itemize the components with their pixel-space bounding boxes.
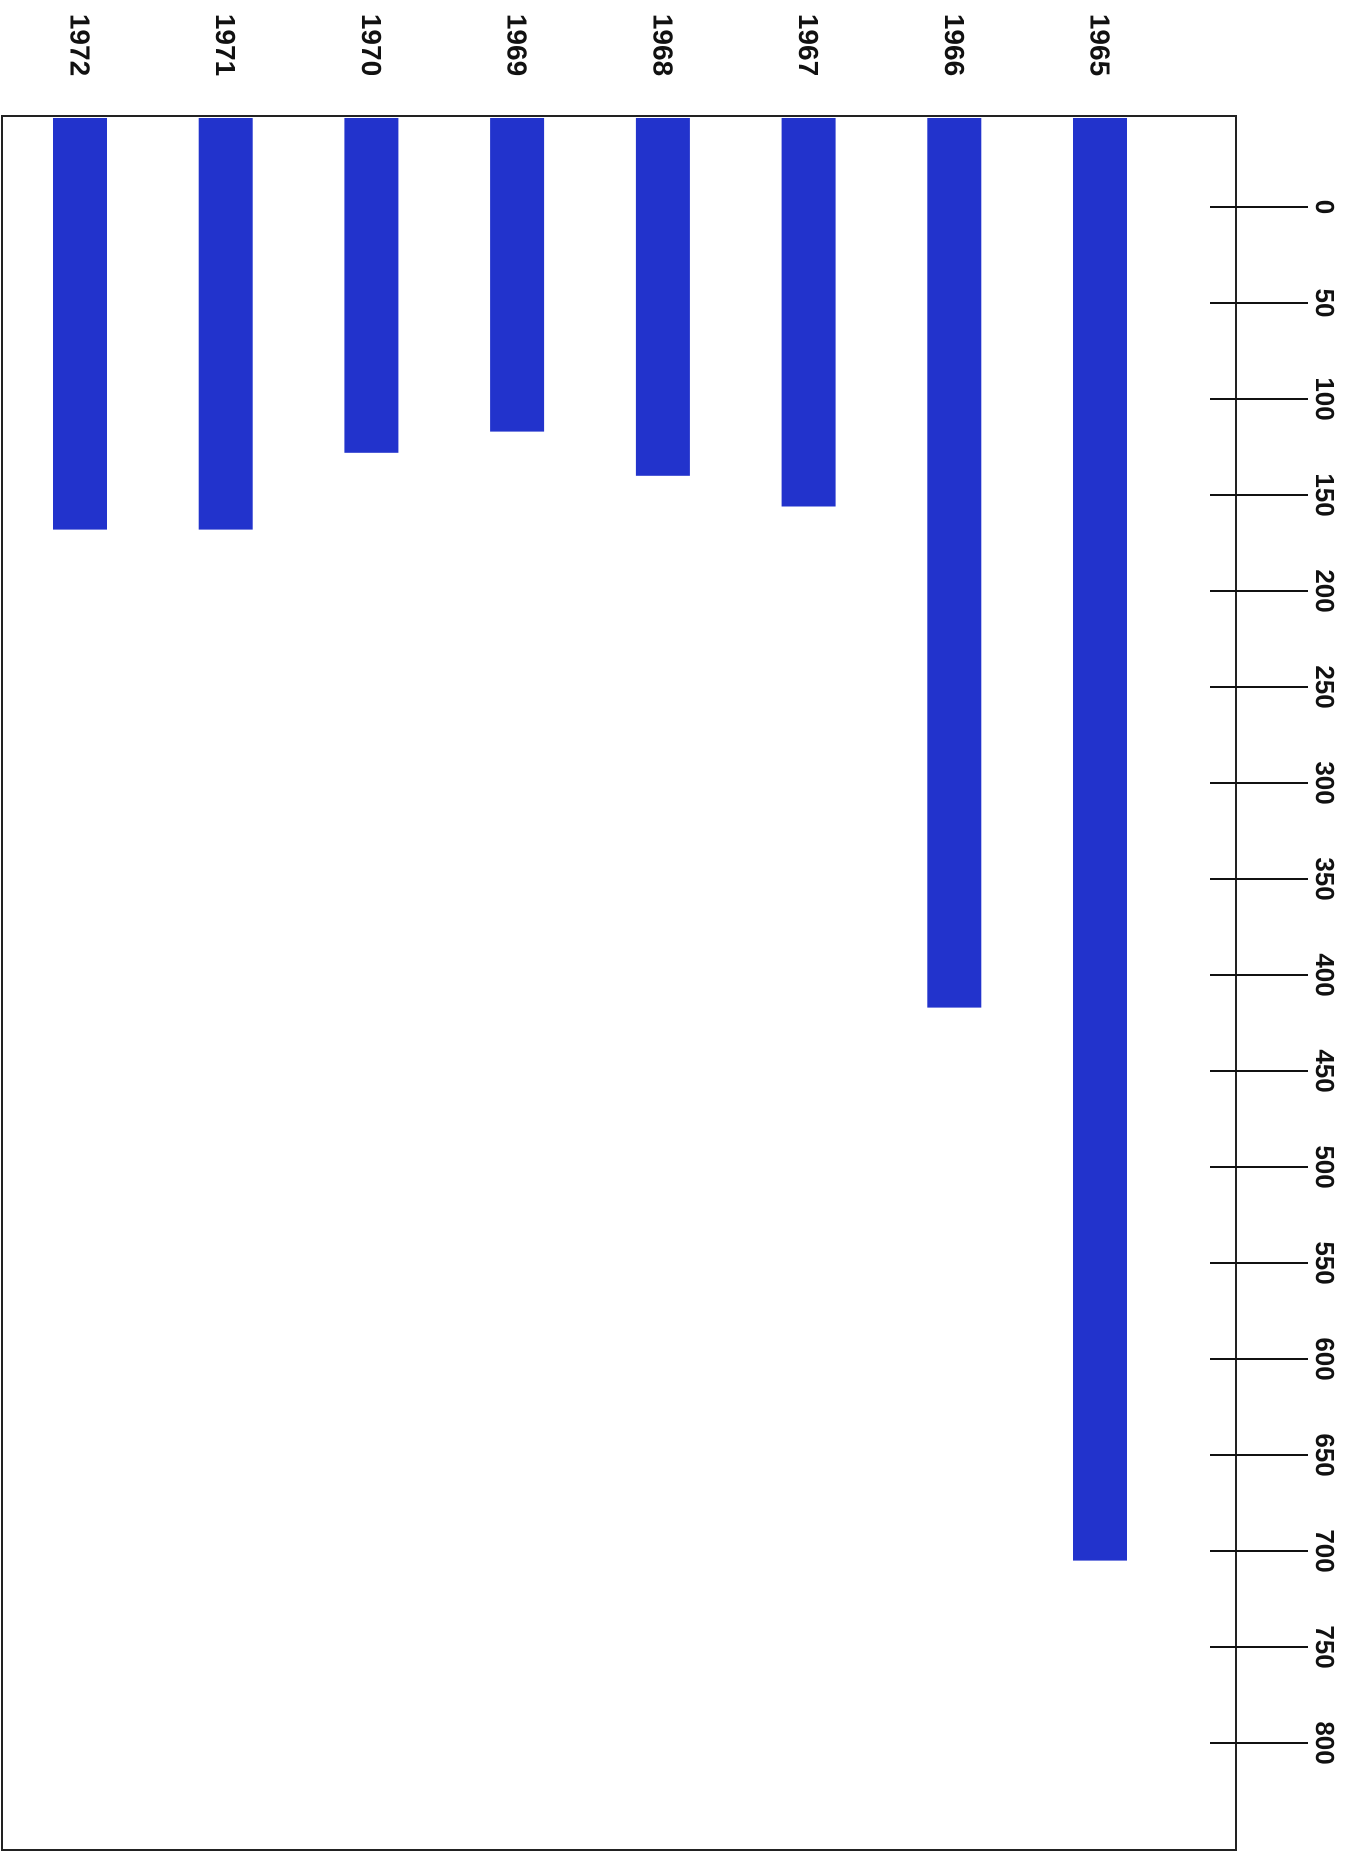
tick-label-800: 800 xyxy=(1310,1721,1340,1764)
category-label-1970: 1970 xyxy=(356,14,387,76)
bar-1970 xyxy=(344,118,399,453)
tick-label-450: 450 xyxy=(1310,1049,1340,1092)
bars xyxy=(53,118,1127,1561)
bar-1965 xyxy=(1073,118,1127,1561)
tick-label-350: 350 xyxy=(1310,857,1340,900)
category-label-1971: 1971 xyxy=(210,14,241,76)
value-axis: 0 50 100 150 200 250 300 350 400 450 500 550 600 650 7… xyxy=(1210,200,1340,1765)
category-label-1972: 1972 xyxy=(65,14,96,76)
bar-1966 xyxy=(927,118,982,1008)
tick-label-700: 700 xyxy=(1310,1529,1340,1572)
bar-1968 xyxy=(635,118,690,476)
tick-label-300: 300 xyxy=(1310,761,1340,804)
tick-label-400: 400 xyxy=(1310,953,1340,996)
category-label-1966: 1966 xyxy=(939,14,970,76)
bar-1967 xyxy=(781,118,836,507)
category-label-1965: 1965 xyxy=(1085,14,1116,76)
bar-1971 xyxy=(198,118,253,530)
category-axis: 1965 1966 1967 1968 1969 1970 1971 1972 xyxy=(65,14,1116,76)
bar-1972 xyxy=(53,118,107,530)
tick-label-750: 750 xyxy=(1310,1625,1340,1668)
category-label-1967: 1967 xyxy=(793,14,824,76)
tick-label-150: 150 xyxy=(1310,473,1340,516)
tick-label-600: 600 xyxy=(1310,1337,1340,1380)
tick-label-650: 650 xyxy=(1310,1433,1340,1476)
tick-label-550: 550 xyxy=(1310,1241,1340,1284)
tick-label-250: 250 xyxy=(1310,665,1340,708)
tick-label-500: 500 xyxy=(1310,1145,1340,1188)
tick-label-50: 50 xyxy=(1310,289,1340,318)
tick-label-100: 100 xyxy=(1310,377,1340,420)
tick-label-0: 0 xyxy=(1310,200,1340,214)
tick-label-200: 200 xyxy=(1310,569,1340,612)
bar-1969 xyxy=(490,118,545,432)
plot-frame xyxy=(1,115,1237,1851)
category-label-1969: 1969 xyxy=(502,14,533,76)
category-label-1968: 1968 xyxy=(647,14,678,76)
